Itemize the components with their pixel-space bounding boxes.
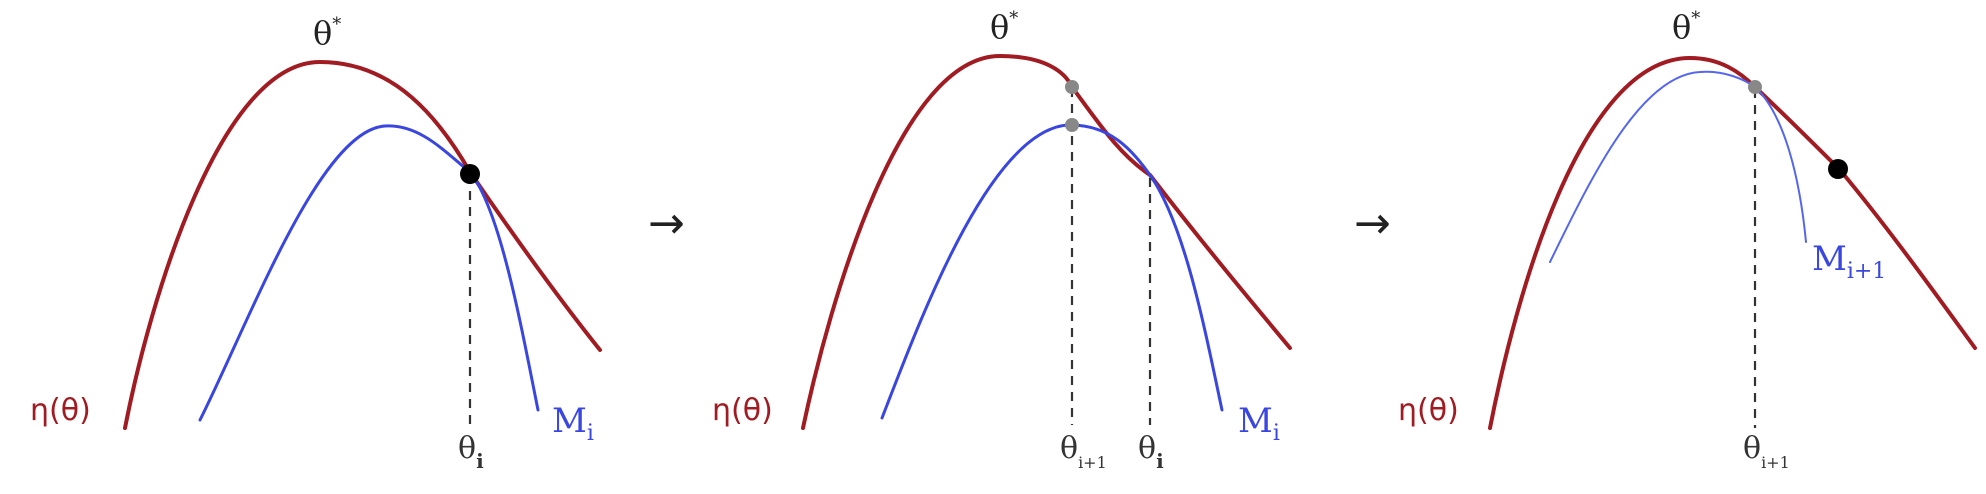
optimum-label: θ* bbox=[313, 14, 341, 52]
theta-i-label: θi bbox=[1138, 431, 1164, 473]
optimum-label: θ* bbox=[1672, 8, 1700, 46]
model-curve-mi bbox=[198, 124, 540, 422]
model-curve-mi1 bbox=[1549, 70, 1807, 263]
current-point bbox=[460, 164, 480, 184]
step-arrow-1: → bbox=[648, 198, 685, 249]
step-arrow-2: → bbox=[1354, 198, 1391, 249]
previous-point bbox=[1828, 159, 1848, 179]
optimum-label: θ* bbox=[990, 8, 1018, 46]
eta-label: η(θ) bbox=[712, 393, 773, 428]
theta-i1-label: θi+1 bbox=[1743, 431, 1790, 472]
theta-i-label: θi bbox=[458, 431, 484, 473]
eta-curve bbox=[1488, 55, 1977, 430]
eta-projection-point bbox=[1065, 80, 1079, 94]
eta-label: η(θ) bbox=[1398, 393, 1459, 428]
model-curve-mi bbox=[880, 123, 1224, 420]
model-label: Mi bbox=[1238, 401, 1280, 446]
model-max-point bbox=[1065, 118, 1079, 132]
eta-curve bbox=[801, 53, 1292, 430]
eta-label: η(θ) bbox=[30, 393, 91, 428]
panel-3: θ* η(θ) Mi+1 θi+1 bbox=[1398, 8, 1977, 472]
panel-1: θ* η(θ) Mi θi bbox=[30, 14, 602, 473]
model-label: Mi+1 bbox=[1812, 239, 1886, 284]
panel-2: θ* η(θ) Mi θi+1 θi bbox=[712, 8, 1292, 473]
eta-curve bbox=[123, 59, 602, 430]
model-label: Mi bbox=[552, 401, 594, 446]
theta-i1-label: θi+1 bbox=[1060, 431, 1107, 472]
new-point bbox=[1748, 80, 1762, 94]
